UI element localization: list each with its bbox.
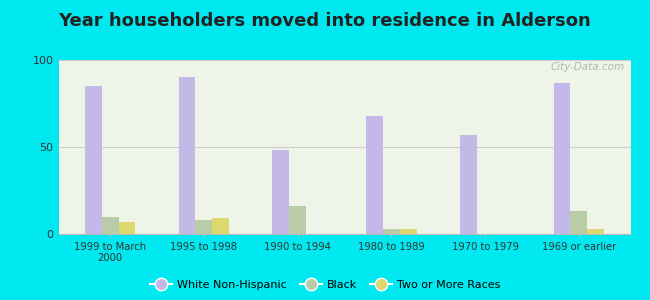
Bar xyxy=(588,229,604,234)
Bar xyxy=(289,206,306,234)
Bar xyxy=(554,82,571,234)
Bar xyxy=(366,116,383,234)
Legend: White Non-Hispanic, Black, Two or More Races: White Non-Hispanic, Black, Two or More R… xyxy=(146,276,504,294)
Bar xyxy=(196,220,213,234)
Bar xyxy=(101,217,118,234)
Bar xyxy=(571,212,588,234)
Bar xyxy=(400,229,417,234)
Bar xyxy=(460,135,476,234)
Text: City-Data.com: City-Data.com xyxy=(551,62,625,72)
Bar xyxy=(118,222,135,234)
Bar xyxy=(383,229,400,234)
Text: Year householders moved into residence in Alderson: Year householders moved into residence i… xyxy=(58,12,592,30)
Bar xyxy=(179,77,196,234)
Bar xyxy=(272,151,289,234)
Bar xyxy=(84,86,101,234)
Bar xyxy=(213,218,229,234)
